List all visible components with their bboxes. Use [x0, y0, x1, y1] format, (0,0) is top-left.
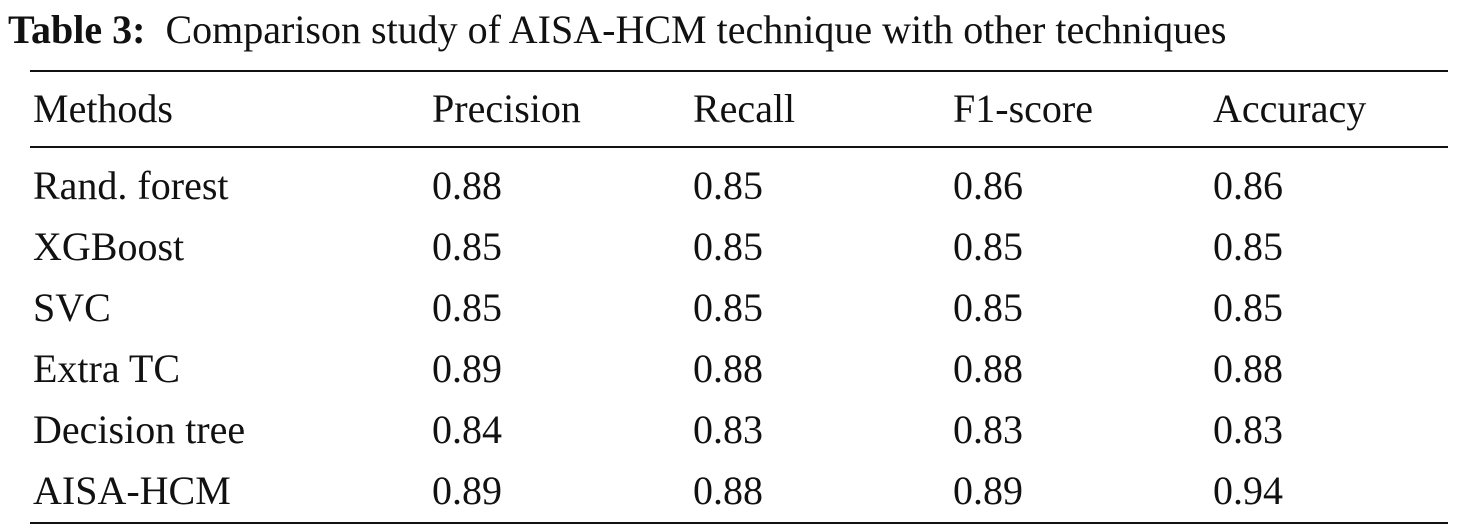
recall-cell: 0.83 [693, 407, 763, 452]
accuracy-cell: 0.86 [1213, 163, 1283, 208]
accuracy-cell: 0.94 [1213, 468, 1283, 513]
accuracy-cell: 0.85 [1213, 224, 1283, 269]
table-row: XGBoost 0.85 0.85 0.85 0.85 [0, 217, 1478, 277]
f1-score-cell: 0.85 [953, 285, 1023, 330]
method-cell: Extra TC [33, 346, 181, 391]
header-rule [30, 146, 1448, 148]
header-methods: Methods [33, 86, 173, 131]
method-cell: XGBoost [33, 224, 185, 269]
recall-cell: 0.85 [693, 224, 763, 269]
accuracy-cell: 0.88 [1213, 346, 1283, 391]
f1-score-cell: 0.88 [953, 346, 1023, 391]
method-cell: Decision tree [33, 407, 246, 452]
precision-cell: 0.89 [432, 468, 502, 513]
header-recall: Recall [693, 86, 796, 131]
bottom-rule [30, 522, 1448, 524]
table-row: Rand. forest 0.88 0.85 0.86 0.86 [0, 156, 1478, 216]
accuracy-cell: 0.85 [1213, 285, 1283, 330]
recall-cell: 0.85 [693, 285, 763, 330]
table-caption-text: Comparison study of AISA-HCM technique w… [165, 7, 1227, 52]
table-row: Decision tree 0.84 0.83 0.83 0.83 [0, 400, 1478, 460]
top-rule [30, 70, 1448, 72]
f1-score-cell: 0.89 [953, 468, 1023, 513]
table-row: Extra TC 0.89 0.88 0.88 0.88 [0, 339, 1478, 399]
table-row: AISA-HCM 0.89 0.88 0.89 0.94 [0, 461, 1478, 521]
f1-score-cell: 0.83 [953, 407, 1023, 452]
precision-cell: 0.88 [432, 163, 502, 208]
header-precision: Precision [432, 86, 581, 131]
header-f1-score: F1-score [953, 86, 1093, 131]
method-cell: Rand. forest [33, 163, 229, 208]
precision-cell: 0.85 [432, 285, 502, 330]
table-caption: Table 3: Comparison study of AISA-HCM te… [8, 6, 1226, 54]
table-caption-label: Table 3: [8, 7, 146, 52]
method-cell: AISA-HCM [33, 468, 231, 513]
f1-score-cell: 0.85 [953, 224, 1023, 269]
recall-cell: 0.85 [693, 163, 763, 208]
header-accuracy: Accuracy [1213, 86, 1367, 131]
table-row: SVC 0.85 0.85 0.85 0.85 [0, 278, 1478, 338]
precision-cell: 0.84 [432, 407, 502, 452]
precision-cell: 0.89 [432, 346, 502, 391]
recall-cell: 0.88 [693, 468, 763, 513]
recall-cell: 0.88 [693, 346, 763, 391]
table-header-row: Methods Precision Recall F1-score Accura… [0, 79, 1478, 139]
precision-cell: 0.85 [432, 224, 502, 269]
method-cell: SVC [33, 285, 111, 330]
f1-score-cell: 0.86 [953, 163, 1023, 208]
accuracy-cell: 0.83 [1213, 407, 1283, 452]
